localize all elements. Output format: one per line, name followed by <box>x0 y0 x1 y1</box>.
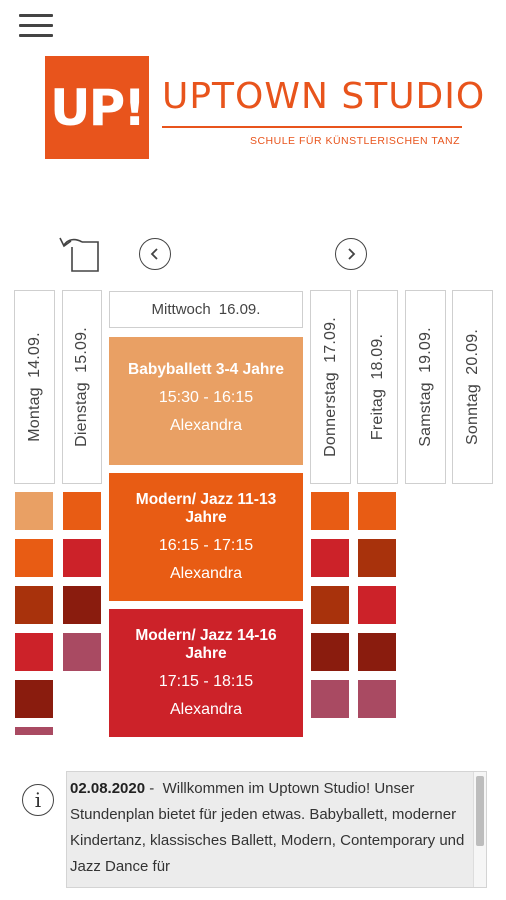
course-block[interactable] <box>62 585 102 625</box>
course-block[interactable] <box>357 679 397 719</box>
news-date: 02.08.2020 <box>70 780 146 797</box>
course-block[interactable] <box>310 679 350 719</box>
course-card-modern-jazz-14-16[interactable]: Modern/ Jazz 14-16 Jahre 17:15 - 18:15 A… <box>109 609 303 737</box>
course-block[interactable] <box>62 491 102 531</box>
day-label: Montag 14.09. <box>25 332 43 442</box>
chevron-left-icon[interactable] <box>139 238 171 270</box>
course-name: Modern/ Jazz 14-16 Jahre <box>135 627 277 662</box>
course-card-modern-jazz-11-13[interactable]: Modern/ Jazz 11-13 Jahre 16:15 - 17:15 A… <box>109 473 303 601</box>
day-column-sonntag[interactable]: Sonntag 20.09. <box>452 290 493 484</box>
day-column-freitag[interactable]: Freitag 18.09. <box>357 290 398 484</box>
logo-badge-text: UP! <box>49 78 146 137</box>
day-label: Sonntag 20.09. <box>463 329 481 445</box>
course-block[interactable] <box>14 726 54 736</box>
course-block[interactable] <box>310 585 350 625</box>
logo-badge <box>45 56 149 159</box>
course-block[interactable] <box>357 632 397 672</box>
return-arrow-icon[interactable] <box>58 233 100 273</box>
day-label: Dienstag 15.09. <box>73 327 90 447</box>
course-card-babyballett[interactable]: Babyballett 3-4 Jahre 15:30 - 16:15 Alex… <box>109 337 303 465</box>
course-block[interactable] <box>62 538 102 578</box>
chevron-right-icon[interactable] <box>335 238 367 270</box>
hamburger-menu-icon[interactable] <box>19 14 53 40</box>
logo-divider <box>162 126 462 128</box>
day-name: Mittwoch <box>151 301 211 318</box>
course-block[interactable] <box>14 491 54 531</box>
day-label: Freitag 18.09. <box>368 333 386 441</box>
course-block[interactable] <box>14 632 54 672</box>
course-time: 15:30 - 16:15 <box>158 389 254 406</box>
day-column-samstag[interactable]: Samstag 19.09. <box>405 290 446 484</box>
day-column-donnerstag[interactable]: Donnerstag 17.09. <box>310 290 351 484</box>
day-header-mittwoch[interactable]: Mittwoch 16.09. <box>109 291 303 328</box>
course-block[interactable] <box>310 491 350 531</box>
course-name: Modern/ Jazz 11-13 Jahre <box>135 491 277 526</box>
course-teacher: Alexandra <box>169 565 243 582</box>
course-block[interactable] <box>62 632 102 672</box>
course-teacher: Alexandra <box>169 701 243 718</box>
day-date: 16.09. <box>218 301 261 318</box>
course-block[interactable] <box>357 585 397 625</box>
news-separator: - <box>145 780 159 797</box>
info-icon: i <box>22 784 54 816</box>
course-block[interactable] <box>357 538 397 578</box>
course-time: 17:15 - 18:15 <box>158 673 254 690</box>
scrollbar-thumb[interactable] <box>476 776 484 846</box>
course-block[interactable] <box>14 538 54 578</box>
course-teacher: Alexandra <box>169 417 243 434</box>
news-message: Willkommen im Uptown Studio! Unser Stund… <box>70 780 465 875</box>
day-column-montag[interactable]: Montag 14.09. <box>14 290 55 484</box>
course-name: Babyballett 3-4 Jahre <box>128 361 284 378</box>
day-label: Donnerstag 17.09. <box>321 317 339 457</box>
course-block[interactable] <box>310 538 350 578</box>
course-block[interactable] <box>14 679 54 719</box>
studio-logo: UP! UPTOWN STUDIO SCHULE FÜR KÜNSTLERISC… <box>45 56 484 159</box>
logo-title: UPTOWN STUDIO <box>162 76 486 117</box>
logo-subtitle: SCHULE FÜR KÜNSTLERISCHEN TANZ <box>249 135 460 147</box>
day-column-dienstag[interactable]: Dienstag 15.09. <box>62 290 102 484</box>
news-scrollbar[interactable] <box>473 772 486 887</box>
day-label: Samstag 19.09. <box>416 327 434 447</box>
course-block[interactable] <box>357 491 397 531</box>
news-text: 02.08.2020 - Willkommen im Uptown Studio… <box>70 776 474 880</box>
course-block[interactable] <box>14 585 54 625</box>
course-time: 16:15 - 17:15 <box>158 537 254 554</box>
news-box[interactable]: 02.08.2020 - Willkommen im Uptown Studio… <box>66 771 487 888</box>
course-block[interactable] <box>310 632 350 672</box>
